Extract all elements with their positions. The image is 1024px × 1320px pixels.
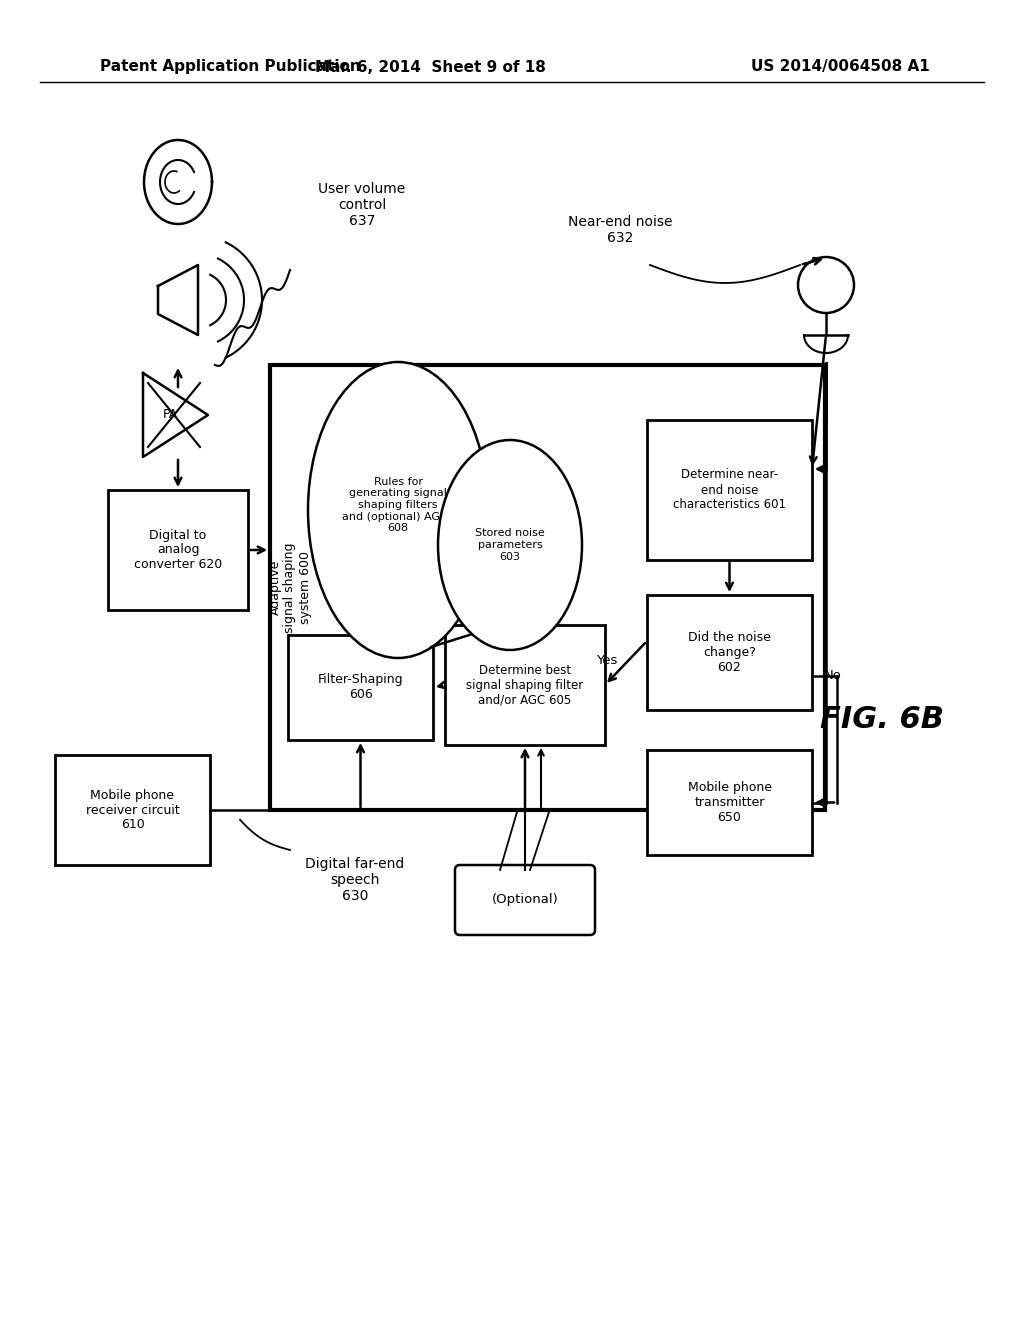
Text: US 2014/0064508 A1: US 2014/0064508 A1 <box>752 59 930 74</box>
Text: PA: PA <box>163 408 177 421</box>
Text: Mar. 6, 2014  Sheet 9 of 18: Mar. 6, 2014 Sheet 9 of 18 <box>314 59 546 74</box>
Bar <box>108 490 248 610</box>
Text: Determine best
signal shaping filter
and/or AGC 605: Determine best signal shaping filter and… <box>466 664 584 706</box>
Text: Adaptive
signal shaping
system 600: Adaptive signal shaping system 600 <box>268 543 311 632</box>
Text: Determine near-
end noise
characteristics 601: Determine near- end noise characteristic… <box>673 469 786 511</box>
Text: FIG. 6B: FIG. 6B <box>820 705 944 734</box>
Bar <box>647 750 812 855</box>
FancyBboxPatch shape <box>455 865 595 935</box>
Text: Mobile phone
transmitter
650: Mobile phone transmitter 650 <box>687 781 771 824</box>
Text: Patent Application Publication: Patent Application Publication <box>100 59 360 74</box>
Polygon shape <box>143 374 208 457</box>
Ellipse shape <box>438 440 582 649</box>
Polygon shape <box>158 265 198 335</box>
Text: Filter-Shaping
606: Filter-Shaping 606 <box>317 673 403 701</box>
Text: Digital far-end
speech
630: Digital far-end speech 630 <box>305 857 404 903</box>
Text: User volume
control
637: User volume control 637 <box>318 182 406 228</box>
Ellipse shape <box>308 362 488 657</box>
Bar <box>270 366 825 810</box>
Circle shape <box>798 257 854 313</box>
Text: Mobile phone
receiver circuit
610: Mobile phone receiver circuit 610 <box>86 788 179 832</box>
Text: Did the noise
change?
602: Did the noise change? 602 <box>688 631 771 675</box>
Bar <box>647 595 812 710</box>
Bar <box>647 420 812 560</box>
Text: Yes: Yes <box>596 653 617 667</box>
Bar <box>55 755 210 865</box>
Text: (Optional): (Optional) <box>492 894 558 907</box>
Bar <box>445 624 605 744</box>
Polygon shape <box>144 140 212 224</box>
Text: Near-end noise
632: Near-end noise 632 <box>567 215 672 246</box>
Text: Rules for
generating signal
shaping filters
and (optional) AGCs
608: Rules for generating signal shaping filt… <box>342 477 454 533</box>
Text: No: No <box>824 669 842 682</box>
Text: Digital to
analog
converter 620: Digital to analog converter 620 <box>134 528 222 572</box>
Text: Stored noise
parameters
603: Stored noise parameters 603 <box>475 528 545 561</box>
Bar <box>288 635 433 741</box>
